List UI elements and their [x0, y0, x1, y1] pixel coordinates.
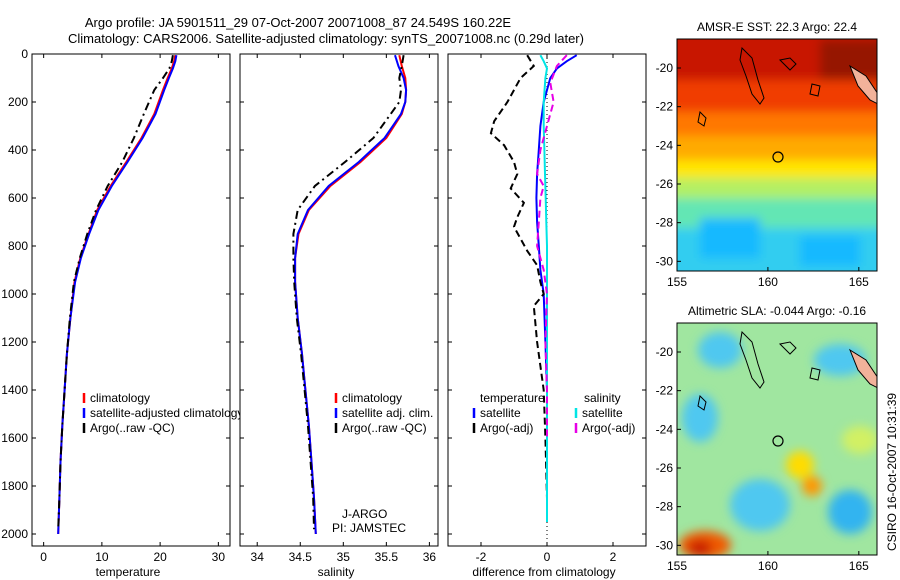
- series-line-argo-adj-: [489, 54, 548, 499]
- y-tick-label: -30: [656, 254, 674, 268]
- land-patch: [848, 64, 877, 105]
- x-tick-label: 20: [153, 550, 167, 564]
- pi-line1: J-ARGO: [342, 507, 387, 521]
- credit-stamp: CSIRO 16-Oct-2007 10:31:39: [885, 393, 899, 551]
- y-tick-label: -24: [656, 422, 674, 436]
- series-line-satellite-adjusted-climatology: [57, 55, 178, 535]
- x-tick-label: 0: [40, 550, 47, 564]
- island-coastline: [739, 46, 765, 105]
- x-tick-label: 165: [849, 275, 869, 289]
- legend-label: satellite: [582, 406, 623, 420]
- x-axis-label: temperature: [96, 565, 161, 579]
- y-tick-label: -20: [656, 61, 674, 75]
- island-coastline: [809, 83, 821, 97]
- reef-contour: [697, 57, 797, 127]
- x-tick-label: 35: [337, 550, 351, 564]
- map-title: Altimetric SLA: -0.044 Argo: -0.16: [688, 304, 866, 318]
- x-tick-label: 155: [667, 275, 687, 289]
- x-tick-label: 34.5: [289, 550, 313, 564]
- x-tick-label: 160: [758, 275, 778, 289]
- x-axis-label: difference from climatology: [472, 565, 615, 579]
- salinity-profile-panel: 34 34.5 35 35.5 36 salinity climatologysatelli…: [239, 53, 439, 579]
- island-coastline: [739, 330, 765, 389]
- axes-frame: [239, 53, 439, 547]
- x-tick-label: 165: [849, 559, 869, 573]
- series-line-argo-adj-: [536, 54, 568, 438]
- y-tick-label: -28: [656, 216, 674, 230]
- y-tick-label: -24: [656, 138, 674, 152]
- x-tick-label: 10: [95, 550, 109, 564]
- legend-label: Argo(-adj): [480, 421, 533, 435]
- y-tick-label: -22: [656, 100, 674, 114]
- legend-label: climatology: [342, 391, 402, 405]
- legend-label: climatology: [90, 391, 150, 405]
- sst-map-panel: AMSR-E SST: 22.3 Argo: 22.4 155 160 165 -20 -…: [656, 20, 878, 289]
- float-location-marker: [772, 151, 784, 163]
- legend-label: satellite-adjusted climatology: [90, 406, 243, 420]
- x-tick-label: 160: [758, 559, 778, 573]
- x-axis-label: salinity: [318, 565, 355, 579]
- figure-title-line1: Argo profile: JA 5901511_29 07-Oct-2007 …: [85, 15, 512, 30]
- sla-map-panel: Altimetric SLA: -0.044 Argo: -0.16 155 160…: [656, 304, 878, 573]
- x-tick-label: 34: [251, 550, 265, 564]
- x-tick-label: 0: [544, 550, 551, 564]
- y-tick-label: 200: [8, 95, 28, 109]
- figure-title-line2: Climatology: CARS2006. Satellite-adjuste…: [68, 31, 584, 46]
- land-patch: [848, 348, 877, 389]
- y-tick-label: 1600: [1, 431, 28, 445]
- x-tick-label: 155: [667, 559, 687, 573]
- y-tick-label: 1200: [1, 335, 28, 349]
- x-tick-label: 2: [610, 550, 617, 564]
- y-tick-label: 800: [8, 239, 28, 253]
- series-line-argo-raw-qc-: [57, 55, 174, 530]
- y-tick-label: 1800: [1, 479, 28, 493]
- x-tick-label: 30: [212, 550, 226, 564]
- island-coastline: [809, 367, 821, 381]
- y-tick-label: 1000: [1, 287, 28, 301]
- series-line-argo-raw-qc-: [292, 55, 405, 530]
- pi-line2: PI: JAMSTEC: [332, 521, 406, 535]
- y-tick-label: -26: [656, 177, 674, 191]
- axes-frame: [31, 53, 231, 547]
- y-tick-label: 400: [8, 143, 28, 157]
- legend-label: Argo(-adj): [582, 421, 635, 435]
- legend-label: Argo(..raw -QC): [342, 421, 427, 435]
- y-tick-label: 2000: [1, 527, 28, 541]
- x-tick-label: 36: [423, 550, 437, 564]
- series-line-satellite: [539, 54, 549, 522]
- x-tick-label: -2: [476, 550, 487, 564]
- legend-label: satellite: [480, 406, 521, 420]
- y-tick-label: 600: [8, 191, 28, 205]
- reef-contour: [697, 341, 797, 411]
- y-tick-label: 0: [21, 47, 28, 61]
- temperature-profile-panel: 0 10 20 30 0 200 400 600 800 1000 1200 1400 1600 1800…: [1, 47, 243, 579]
- y-tick-label: -30: [656, 538, 674, 552]
- y-tick-label: -28: [656, 500, 674, 514]
- y-tick-label: -26: [656, 461, 674, 475]
- x-tick-label: 35.5: [375, 550, 399, 564]
- y-tick-label: -22: [656, 384, 674, 398]
- legend-label: Argo(..raw -QC): [90, 421, 175, 435]
- legend-label: satellite adj. clim.: [342, 406, 433, 420]
- y-tick-label: 1400: [1, 383, 28, 397]
- y-tick-label: -20: [656, 345, 674, 359]
- float-location-marker: [772, 435, 784, 447]
- legend-title: temperature: [480, 391, 545, 405]
- map-title: AMSR-E SST: 22.3 Argo: 22.4: [697, 20, 857, 34]
- legend-title: salinity: [584, 391, 621, 405]
